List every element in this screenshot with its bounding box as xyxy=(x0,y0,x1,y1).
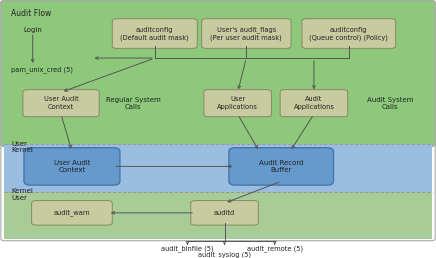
Text: auditconfig
(Queue control) (Policy): auditconfig (Queue control) (Policy) xyxy=(310,27,388,41)
Text: Login: Login xyxy=(23,27,42,33)
Text: Regular System
Calls: Regular System Calls xyxy=(106,97,160,110)
Text: Kernel: Kernel xyxy=(11,147,33,153)
Text: User Audit
Context: User Audit Context xyxy=(54,160,90,173)
Text: User: User xyxy=(11,195,27,201)
Text: Audit
Applications: Audit Applications xyxy=(293,96,334,110)
Text: User Audit
Context: User Audit Context xyxy=(44,96,78,110)
FancyBboxPatch shape xyxy=(302,19,395,49)
Text: Audit System
Calls: Audit System Calls xyxy=(367,97,413,110)
Text: auditconfig
(Default audit mask): auditconfig (Default audit mask) xyxy=(120,27,189,41)
FancyBboxPatch shape xyxy=(24,148,120,185)
FancyBboxPatch shape xyxy=(4,144,432,192)
Text: audit_syslog (5): audit_syslog (5) xyxy=(198,252,251,258)
Text: User
Applications: User Applications xyxy=(217,96,258,110)
Text: pam_unix_cred (5): pam_unix_cred (5) xyxy=(11,66,73,73)
Text: auditd: auditd xyxy=(214,210,235,216)
FancyBboxPatch shape xyxy=(201,19,291,49)
Text: audit_remote (5): audit_remote (5) xyxy=(247,245,303,252)
FancyBboxPatch shape xyxy=(4,192,432,239)
Text: Audit Flow: Audit Flow xyxy=(11,9,51,18)
FancyBboxPatch shape xyxy=(1,1,435,147)
Text: User's audit_flags
(Per user audit mask): User's audit_flags (Per user audit mask) xyxy=(211,26,282,41)
Text: Audit Record
Buffer: Audit Record Buffer xyxy=(259,160,303,173)
Text: User: User xyxy=(11,141,27,147)
FancyBboxPatch shape xyxy=(112,19,197,49)
Text: audit_warn: audit_warn xyxy=(54,209,90,216)
FancyBboxPatch shape xyxy=(204,90,271,117)
FancyBboxPatch shape xyxy=(191,201,258,225)
Text: Kernel: Kernel xyxy=(11,188,33,194)
FancyBboxPatch shape xyxy=(229,148,334,185)
Text: audit_binfile (5): audit_binfile (5) xyxy=(161,245,214,252)
FancyBboxPatch shape xyxy=(280,90,348,117)
FancyBboxPatch shape xyxy=(23,90,99,117)
FancyBboxPatch shape xyxy=(32,201,112,225)
